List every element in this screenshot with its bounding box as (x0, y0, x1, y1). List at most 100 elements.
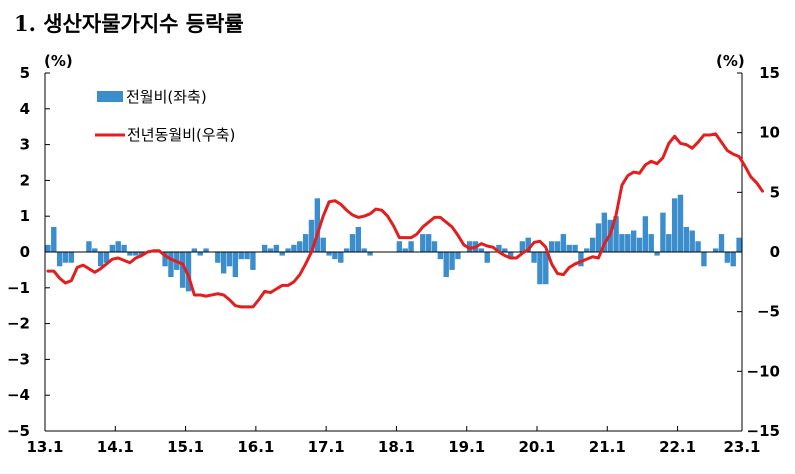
bar (109, 244, 116, 252)
left-tick-label: 3 (20, 136, 30, 154)
bar (45, 244, 51, 252)
bar (695, 241, 701, 252)
bar (396, 241, 403, 252)
bar (133, 252, 139, 256)
bar (332, 252, 338, 260)
bar (601, 212, 608, 252)
x-tick-label: 19.1 (448, 438, 485, 456)
x-tick-label: 17.1 (308, 438, 345, 456)
bar (683, 226, 690, 252)
legend-line-label: 전년동월비(우축) (127, 126, 235, 144)
bar (343, 248, 350, 252)
bar (297, 241, 303, 252)
bar (613, 216, 619, 252)
bar (250, 252, 256, 270)
bar (408, 241, 414, 252)
left-tick-label: 2 (20, 171, 30, 189)
left-tick-label: 0 (20, 243, 30, 261)
bar (484, 252, 490, 263)
bar (636, 237, 643, 252)
bar (185, 252, 192, 292)
bar (507, 252, 514, 260)
right-tick-label: −10 (747, 362, 780, 380)
x-tick-label: 21.1 (589, 438, 626, 456)
left-tick-label: 1 (20, 207, 30, 225)
bar-series (45, 194, 742, 292)
bar (51, 226, 57, 252)
bar (566, 244, 572, 252)
bar (92, 248, 98, 252)
x-tick-label: 23.1 (723, 438, 760, 456)
left-tick-label: −3 (7, 350, 30, 368)
bar (314, 198, 321, 252)
left-tick-label: 4 (20, 100, 30, 118)
bar (179, 252, 186, 288)
bar (496, 244, 502, 252)
right-tick-label: 15 (759, 64, 780, 82)
bar (261, 244, 268, 252)
bar (630, 230, 637, 252)
x-tick-label: 14.1 (97, 438, 134, 456)
left-axis-unit: (%) (44, 52, 73, 70)
bar (226, 252, 233, 267)
bar (168, 252, 174, 278)
right-tick-label: −15 (747, 422, 780, 440)
right-tick-label: 10 (759, 124, 780, 142)
x-tick-label: 20.1 (518, 438, 555, 456)
bar (355, 226, 362, 252)
bar (197, 252, 203, 256)
legend: 전월비(좌축) 전년동월비(우축) (95, 88, 235, 144)
bar (648, 234, 654, 252)
line-series (46, 132, 764, 309)
bar (308, 219, 315, 252)
bar (273, 244, 280, 252)
bar (519, 241, 526, 252)
bar (478, 248, 485, 252)
bar (671, 198, 678, 252)
bar (425, 234, 432, 252)
bar (431, 241, 438, 252)
bar (525, 237, 531, 252)
left-tick-label: −1 (7, 279, 30, 297)
x-tick-label: 15.1 (167, 438, 204, 456)
bar (443, 252, 449, 278)
bar (736, 237, 742, 252)
bar (677, 194, 684, 252)
bar (730, 252, 736, 267)
left-tick-label: −5 (7, 422, 30, 440)
bar (666, 234, 672, 252)
bar (554, 241, 561, 252)
legend-bar-label: 전월비(좌축) (126, 88, 207, 106)
bar (548, 241, 555, 252)
bar (589, 237, 596, 252)
bar (56, 252, 63, 267)
bar (320, 237, 326, 252)
bar (642, 216, 649, 252)
bar (537, 252, 543, 285)
bar (572, 244, 578, 252)
chart-title: 1. 생산자물가지수 등락률 (14, 11, 244, 36)
bar (689, 230, 695, 252)
bar (302, 234, 309, 252)
bar (578, 252, 584, 267)
bar (449, 252, 455, 270)
bar (349, 234, 356, 252)
bar (267, 248, 274, 252)
x-tick-label: 22.1 (659, 438, 696, 456)
bar (244, 252, 250, 260)
left-tick-label: −2 (7, 315, 30, 333)
bar (220, 252, 227, 274)
bar (654, 252, 660, 256)
bar (455, 252, 461, 260)
yoy-line (46, 132, 764, 309)
bar (115, 241, 121, 252)
bar (701, 252, 707, 267)
bar (531, 252, 537, 263)
bar (718, 234, 725, 252)
bar (584, 248, 590, 252)
right-tick-label: 0 (770, 243, 780, 261)
bar (103, 252, 110, 263)
bar (203, 248, 209, 252)
legend-bar-swatch (97, 91, 123, 102)
bar (86, 241, 92, 252)
